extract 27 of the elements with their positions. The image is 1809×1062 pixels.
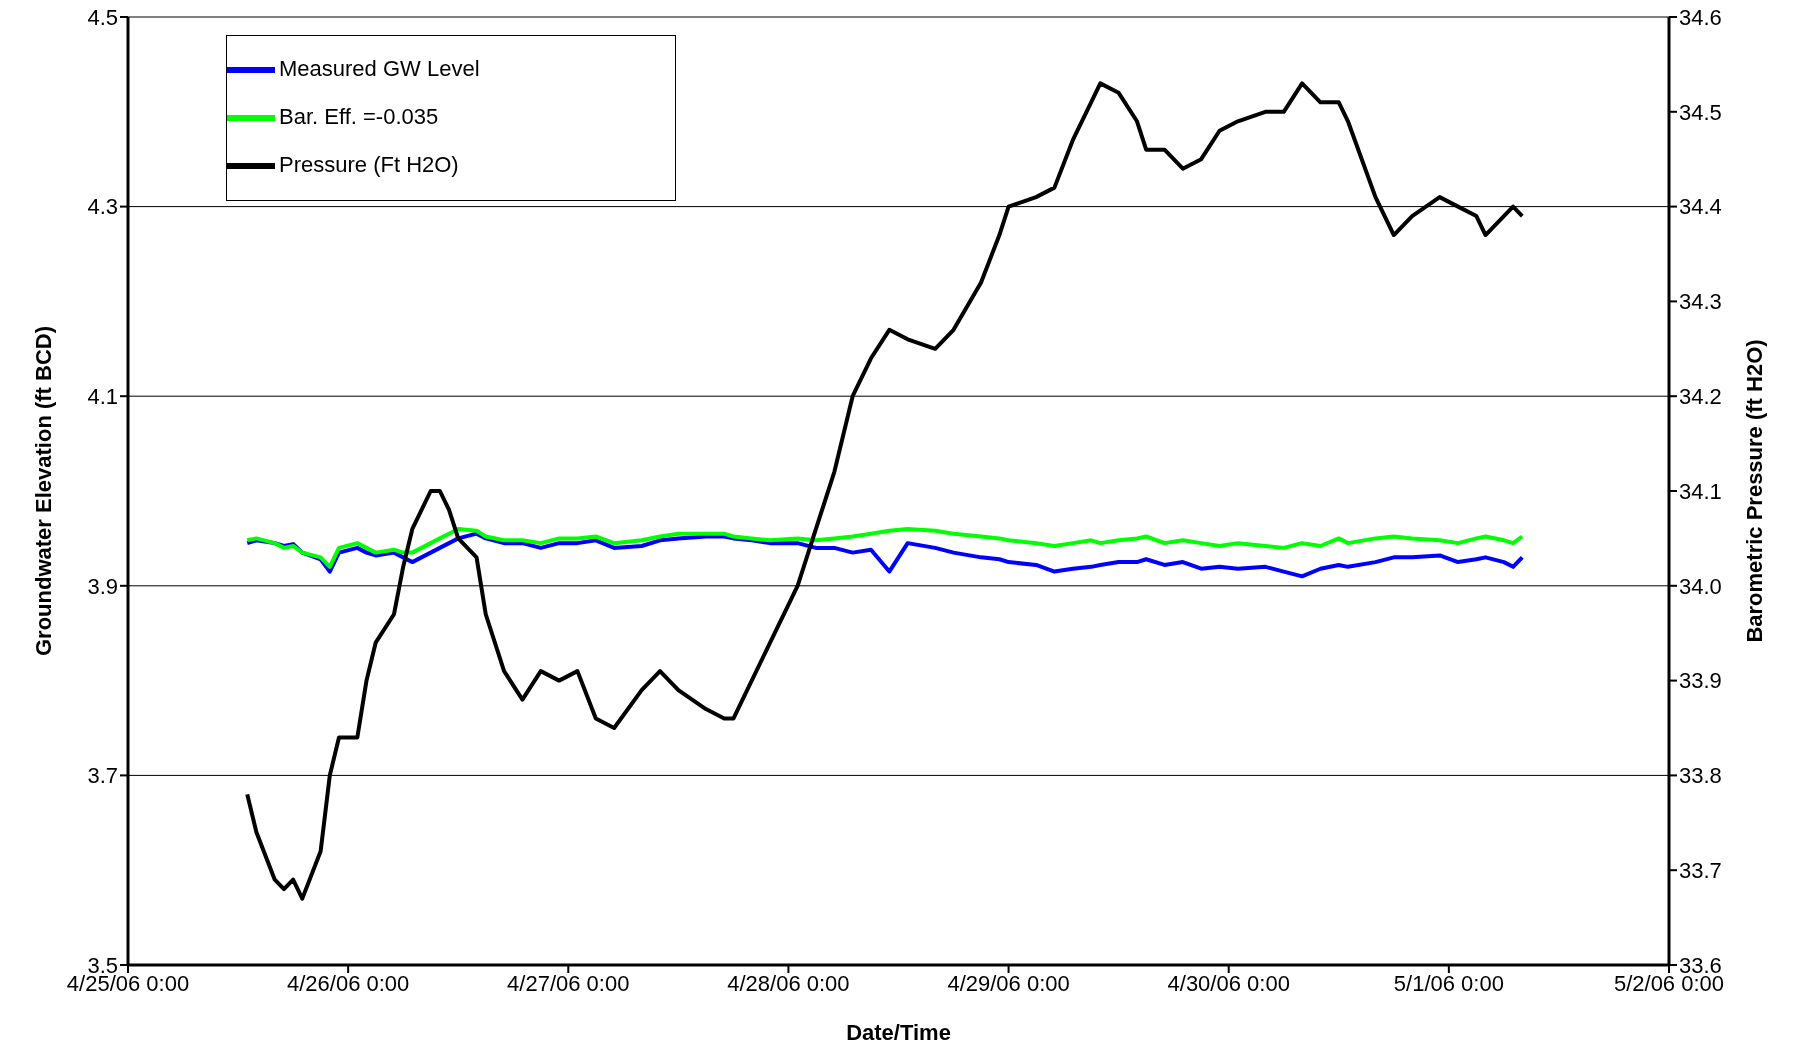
legend-label: Bar. Eff. =-0.035 xyxy=(279,103,439,129)
y2-tick-label: 34.2 xyxy=(1679,384,1722,410)
y2-tick-label: 34.6 xyxy=(1679,4,1722,30)
y2-tick-label: 33.8 xyxy=(1679,763,1722,789)
x-tick-label: 4/26/06 0:00 xyxy=(286,970,410,996)
x-tick-label: 4/27/06 0:00 xyxy=(507,970,630,996)
x-tick-label: 4/28/06 0:00 xyxy=(727,970,850,996)
y2-tick-label: 34.4 xyxy=(1679,194,1722,220)
y2-axis-title: Barometric Pressure (ft H2O) xyxy=(1741,339,1767,643)
y-axis-title: Groundwater Elevation (ft BCD) xyxy=(30,325,56,657)
y2-tick-label: 34.1 xyxy=(1679,478,1722,504)
y-tick-label: 3.7 xyxy=(87,763,118,789)
y2-tick-label: 34.5 xyxy=(1679,99,1722,125)
x-tick-label: 5/1/06 0:00 xyxy=(1393,970,1504,996)
legend-label: Measured GW Level xyxy=(279,55,480,81)
y-tick-label: 4.5 xyxy=(87,4,118,30)
y2-tick-label: 33.9 xyxy=(1679,668,1722,694)
x-axis-title: Date/Time xyxy=(846,1020,951,1045)
y-tick-label: 4.1 xyxy=(87,384,118,410)
x-tick-label: 4/29/06 0:00 xyxy=(947,970,1070,996)
legend-label: Pressure (Ft H2O) xyxy=(279,151,459,177)
y2-tick-label: 33.7 xyxy=(1679,858,1722,884)
y2-tick-label: 34.3 xyxy=(1679,289,1722,315)
y-tick-label: 3.9 xyxy=(87,573,118,599)
y-tick-label: 4.3 xyxy=(87,194,118,220)
x-tick-label: 4/30/06 0:00 xyxy=(1167,970,1290,996)
y2-tick-label: 34.0 xyxy=(1679,573,1722,599)
